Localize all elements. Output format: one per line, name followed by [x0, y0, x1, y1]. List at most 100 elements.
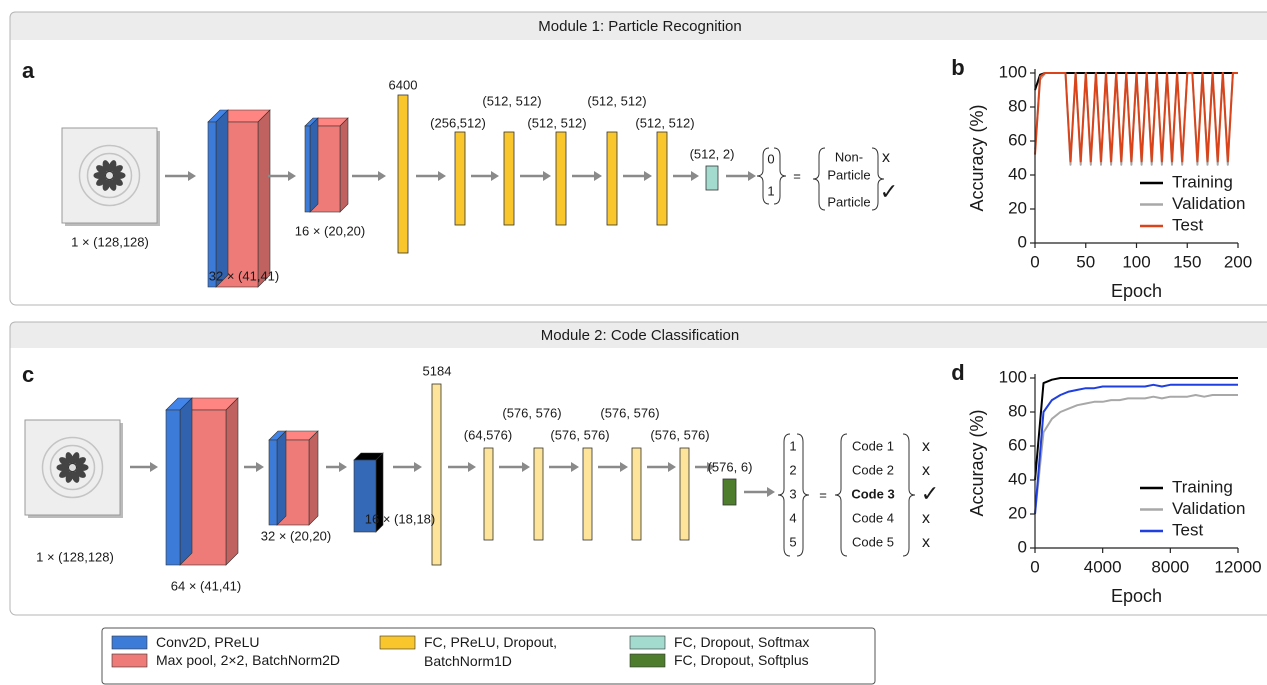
panel-label: a	[22, 58, 35, 83]
x-axis-title: Epoch	[1111, 281, 1162, 301]
legend-label: FC, Dropout, Softplus	[674, 652, 809, 668]
legend-label: BatchNorm1D	[424, 653, 512, 669]
layer-label: 32 × (41,41)	[209, 268, 279, 283]
pool-block	[340, 118, 348, 212]
input-label: 1 × (128,128)	[71, 234, 149, 249]
class-label: Code 4	[852, 510, 894, 525]
verdict-wrong: x	[922, 534, 930, 551]
conv-block	[216, 110, 228, 287]
y-tick-label: 40	[1008, 164, 1027, 183]
y-tick-label: 100	[999, 62, 1027, 81]
layer-label: (576, 576)	[600, 405, 659, 420]
layer-label: (576, 576)	[650, 427, 709, 442]
pool-block	[258, 110, 270, 287]
pool-block	[309, 431, 318, 525]
module-title: Module 2: Code Classification	[541, 327, 739, 344]
layer-label: 16 × (18,18)	[365, 511, 435, 526]
x-tick-label: 150	[1173, 252, 1201, 271]
y-tick-label: 100	[999, 367, 1027, 386]
module-title: Module 1: Particle Recognition	[538, 18, 741, 35]
conv-block	[305, 126, 310, 212]
layer-label: (64,576)	[464, 427, 512, 442]
input-core	[69, 464, 77, 472]
conv-block	[180, 398, 192, 565]
legend-label: FC, Dropout, Softmax	[674, 634, 809, 650]
layer-label: (576, 576)	[550, 427, 609, 442]
fc-layer	[455, 132, 465, 225]
conv-block	[277, 431, 286, 525]
layer-label: (576, 576)	[502, 405, 561, 420]
verdict-wrong: x	[922, 438, 930, 455]
legend-swatch	[112, 654, 147, 667]
legend-label: Validation	[1172, 194, 1245, 213]
x-tick-label: 4000	[1084, 557, 1122, 576]
y-tick-label: 40	[1008, 469, 1027, 488]
class-label: Code 5	[852, 534, 894, 549]
x-axis-title: Epoch	[1111, 586, 1162, 606]
output-index: 0	[767, 151, 774, 166]
layer-label: (512, 2)	[690, 146, 735, 161]
equals: =	[819, 487, 827, 502]
legend-label: Test	[1172, 520, 1203, 539]
x-tick-label: 12000	[1214, 557, 1261, 576]
verdict-wrong: x	[922, 462, 930, 479]
verdict-wrong: x	[922, 510, 930, 527]
legend-label: Validation	[1172, 499, 1245, 518]
panel-label: d	[951, 360, 964, 385]
conv-block	[166, 410, 180, 565]
x-tick-label: 100	[1122, 252, 1150, 271]
layer-label: 5184	[423, 363, 452, 378]
fc-layer	[706, 166, 718, 190]
layer-label: 16 × (20,20)	[295, 223, 365, 238]
legend-swatch	[380, 636, 415, 649]
y-tick-label: 20	[1008, 198, 1027, 217]
class-label: Code 3	[851, 486, 894, 501]
layer-label: 64 × (41,41)	[171, 578, 241, 593]
legend-label: FC, PReLU, Dropout,	[424, 634, 557, 650]
class-label: Code 1	[852, 438, 894, 453]
output-index: 5	[789, 534, 796, 549]
y-tick-label: 20	[1008, 503, 1027, 522]
y-axis-title: Accuracy (%)	[967, 409, 987, 516]
conv-block	[208, 122, 216, 287]
conv-block	[269, 440, 277, 525]
panel-label: b	[951, 55, 964, 80]
verdict-right: ✓	[880, 179, 898, 204]
class-label: Particle	[827, 167, 870, 182]
layer-label: (256,512)	[430, 115, 486, 130]
fc-layer	[432, 384, 441, 565]
layer-label: (512, 512)	[527, 115, 586, 130]
output-index: 4	[789, 510, 796, 525]
layer-label: (576, 6)	[708, 459, 753, 474]
legend-label: Test	[1172, 215, 1203, 234]
legend-label: Training	[1172, 172, 1233, 191]
legend-swatch	[630, 654, 665, 667]
x-tick-label: 0	[1030, 557, 1039, 576]
figure: Module 1: Particle Recognition a 1 × (128,…	[0, 0, 1267, 685]
output-index: 1	[789, 438, 796, 453]
input-core	[106, 172, 114, 180]
legend-label: Conv2D, PReLU	[156, 634, 260, 650]
output-index: 2	[789, 462, 796, 477]
y-axis-title: Accuracy (%)	[967, 104, 987, 211]
class-label: Code 2	[852, 462, 894, 477]
y-tick-label: 80	[1008, 96, 1027, 115]
legend-label: Max pool, 2×2, BatchNorm2D	[156, 652, 340, 668]
x-tick-label: 8000	[1151, 557, 1189, 576]
layer-label: (512, 512)	[482, 93, 541, 108]
legend-swatch	[112, 636, 147, 649]
fc-layer	[583, 448, 592, 540]
layer-label: 32 × (20,20)	[261, 528, 331, 543]
layer-label: (512, 512)	[635, 115, 694, 130]
y-tick-label: 60	[1008, 130, 1027, 149]
y-tick-label: 0	[1018, 232, 1027, 251]
fc-layer	[484, 448, 493, 540]
y-tick-label: 60	[1008, 435, 1027, 454]
x-tick-label: 200	[1224, 252, 1252, 271]
legend-swatch	[630, 636, 665, 649]
verdict-right: ✓	[921, 481, 939, 506]
fc-layer	[534, 448, 543, 540]
fc-layer	[723, 479, 736, 505]
class-label: Non-	[835, 149, 863, 164]
fc-layer	[632, 448, 641, 540]
